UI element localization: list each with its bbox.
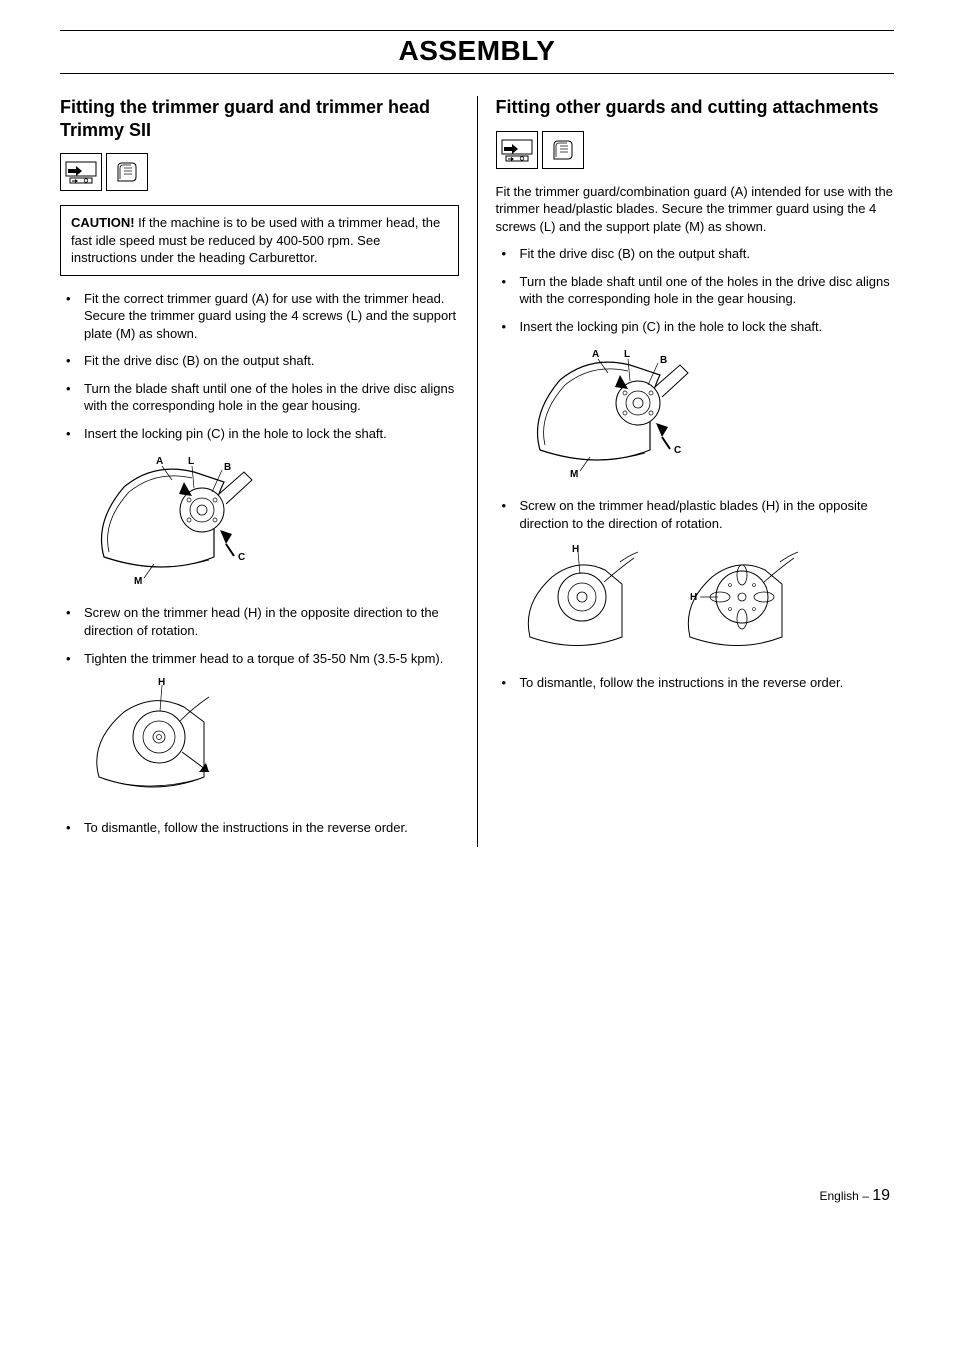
right-intro: Fit the trimmer guard/combination guard …	[496, 183, 895, 236]
svg-text:B: B	[660, 355, 667, 366]
left-heading: Fitting the trimmer guard and trimmer he…	[60, 96, 459, 141]
icon-row-right	[496, 131, 895, 169]
svg-text:L: L	[188, 456, 194, 467]
step: Fit the drive disc (B) on the output sha…	[496, 245, 895, 263]
right-figure-heads: H H	[520, 542, 895, 662]
content-columns: Fitting the trimmer guard and trimmer he…	[60, 96, 894, 847]
icon-row-left	[60, 153, 459, 191]
step: Fit the drive disc (B) on the output sha…	[60, 352, 459, 370]
svg-text:H: H	[572, 544, 579, 555]
step: To dismantle, follow the instructions in…	[60, 819, 459, 837]
left-steps: Fit the correct trimmer guard (A) for us…	[60, 290, 459, 443]
svg-text:A: A	[592, 349, 599, 360]
left-steps-3: To dismantle, follow the instructions in…	[60, 819, 459, 837]
footer-lang: English	[820, 1189, 859, 1203]
page-footer: English – 19	[60, 1187, 894, 1205]
step: Fit the correct trimmer guard (A) for us…	[60, 290, 459, 343]
caution-box: CAUTION! If the machine is to be used wi…	[60, 205, 459, 276]
footer-sep: –	[859, 1189, 872, 1203]
right-figure-guard: A L B C M	[520, 345, 895, 485]
caution-label: CAUTION!	[71, 215, 135, 230]
right-steps: Fit the drive disc (B) on the output sha…	[496, 245, 895, 335]
svg-text:M: M	[134, 576, 142, 587]
left-column: Fitting the trimmer guard and trimmer he…	[60, 96, 478, 847]
step: Turn the blade shaft until one of the ho…	[496, 273, 895, 308]
step: To dismantle, follow the instructions in…	[496, 674, 895, 692]
right-steps-2: Screw on the trimmer head/plastic blades…	[496, 497, 895, 532]
svg-text:M: M	[570, 469, 578, 480]
right-column: Fitting other guards and cutting attachm…	[478, 96, 895, 847]
svg-text:H: H	[158, 677, 165, 688]
manual-icon	[496, 131, 538, 169]
step: Insert the locking pin (C) in the hole t…	[60, 425, 459, 443]
left-figure-guard: A L B C M	[84, 452, 459, 592]
left-figure-head: H	[84, 677, 459, 807]
left-steps-2: Screw on the trimmer head (H) in the opp…	[60, 604, 459, 667]
step: Tighten the trimmer head to a torque of …	[60, 650, 459, 668]
svg-text:A: A	[156, 456, 163, 467]
svg-text:B: B	[224, 462, 231, 473]
svg-text:L: L	[624, 349, 630, 360]
page-title: ASSEMBLY	[60, 30, 894, 74]
manual-book-icon	[542, 131, 584, 169]
manual-book-icon	[106, 153, 148, 191]
right-steps-3: To dismantle, follow the instructions in…	[496, 674, 895, 692]
step: Insert the locking pin (C) in the hole t…	[496, 318, 895, 336]
step: Screw on the trimmer head/plastic blades…	[496, 497, 895, 532]
svg-text:C: C	[238, 552, 245, 563]
manual-icon	[60, 153, 102, 191]
footer-page: 19	[872, 1187, 890, 1204]
step: Turn the blade shaft until one of the ho…	[60, 380, 459, 415]
right-heading: Fitting other guards and cutting attachm…	[496, 96, 895, 119]
step: Screw on the trimmer head (H) in the opp…	[60, 604, 459, 639]
svg-text:C: C	[674, 445, 681, 456]
svg-text:H: H	[690, 592, 697, 603]
